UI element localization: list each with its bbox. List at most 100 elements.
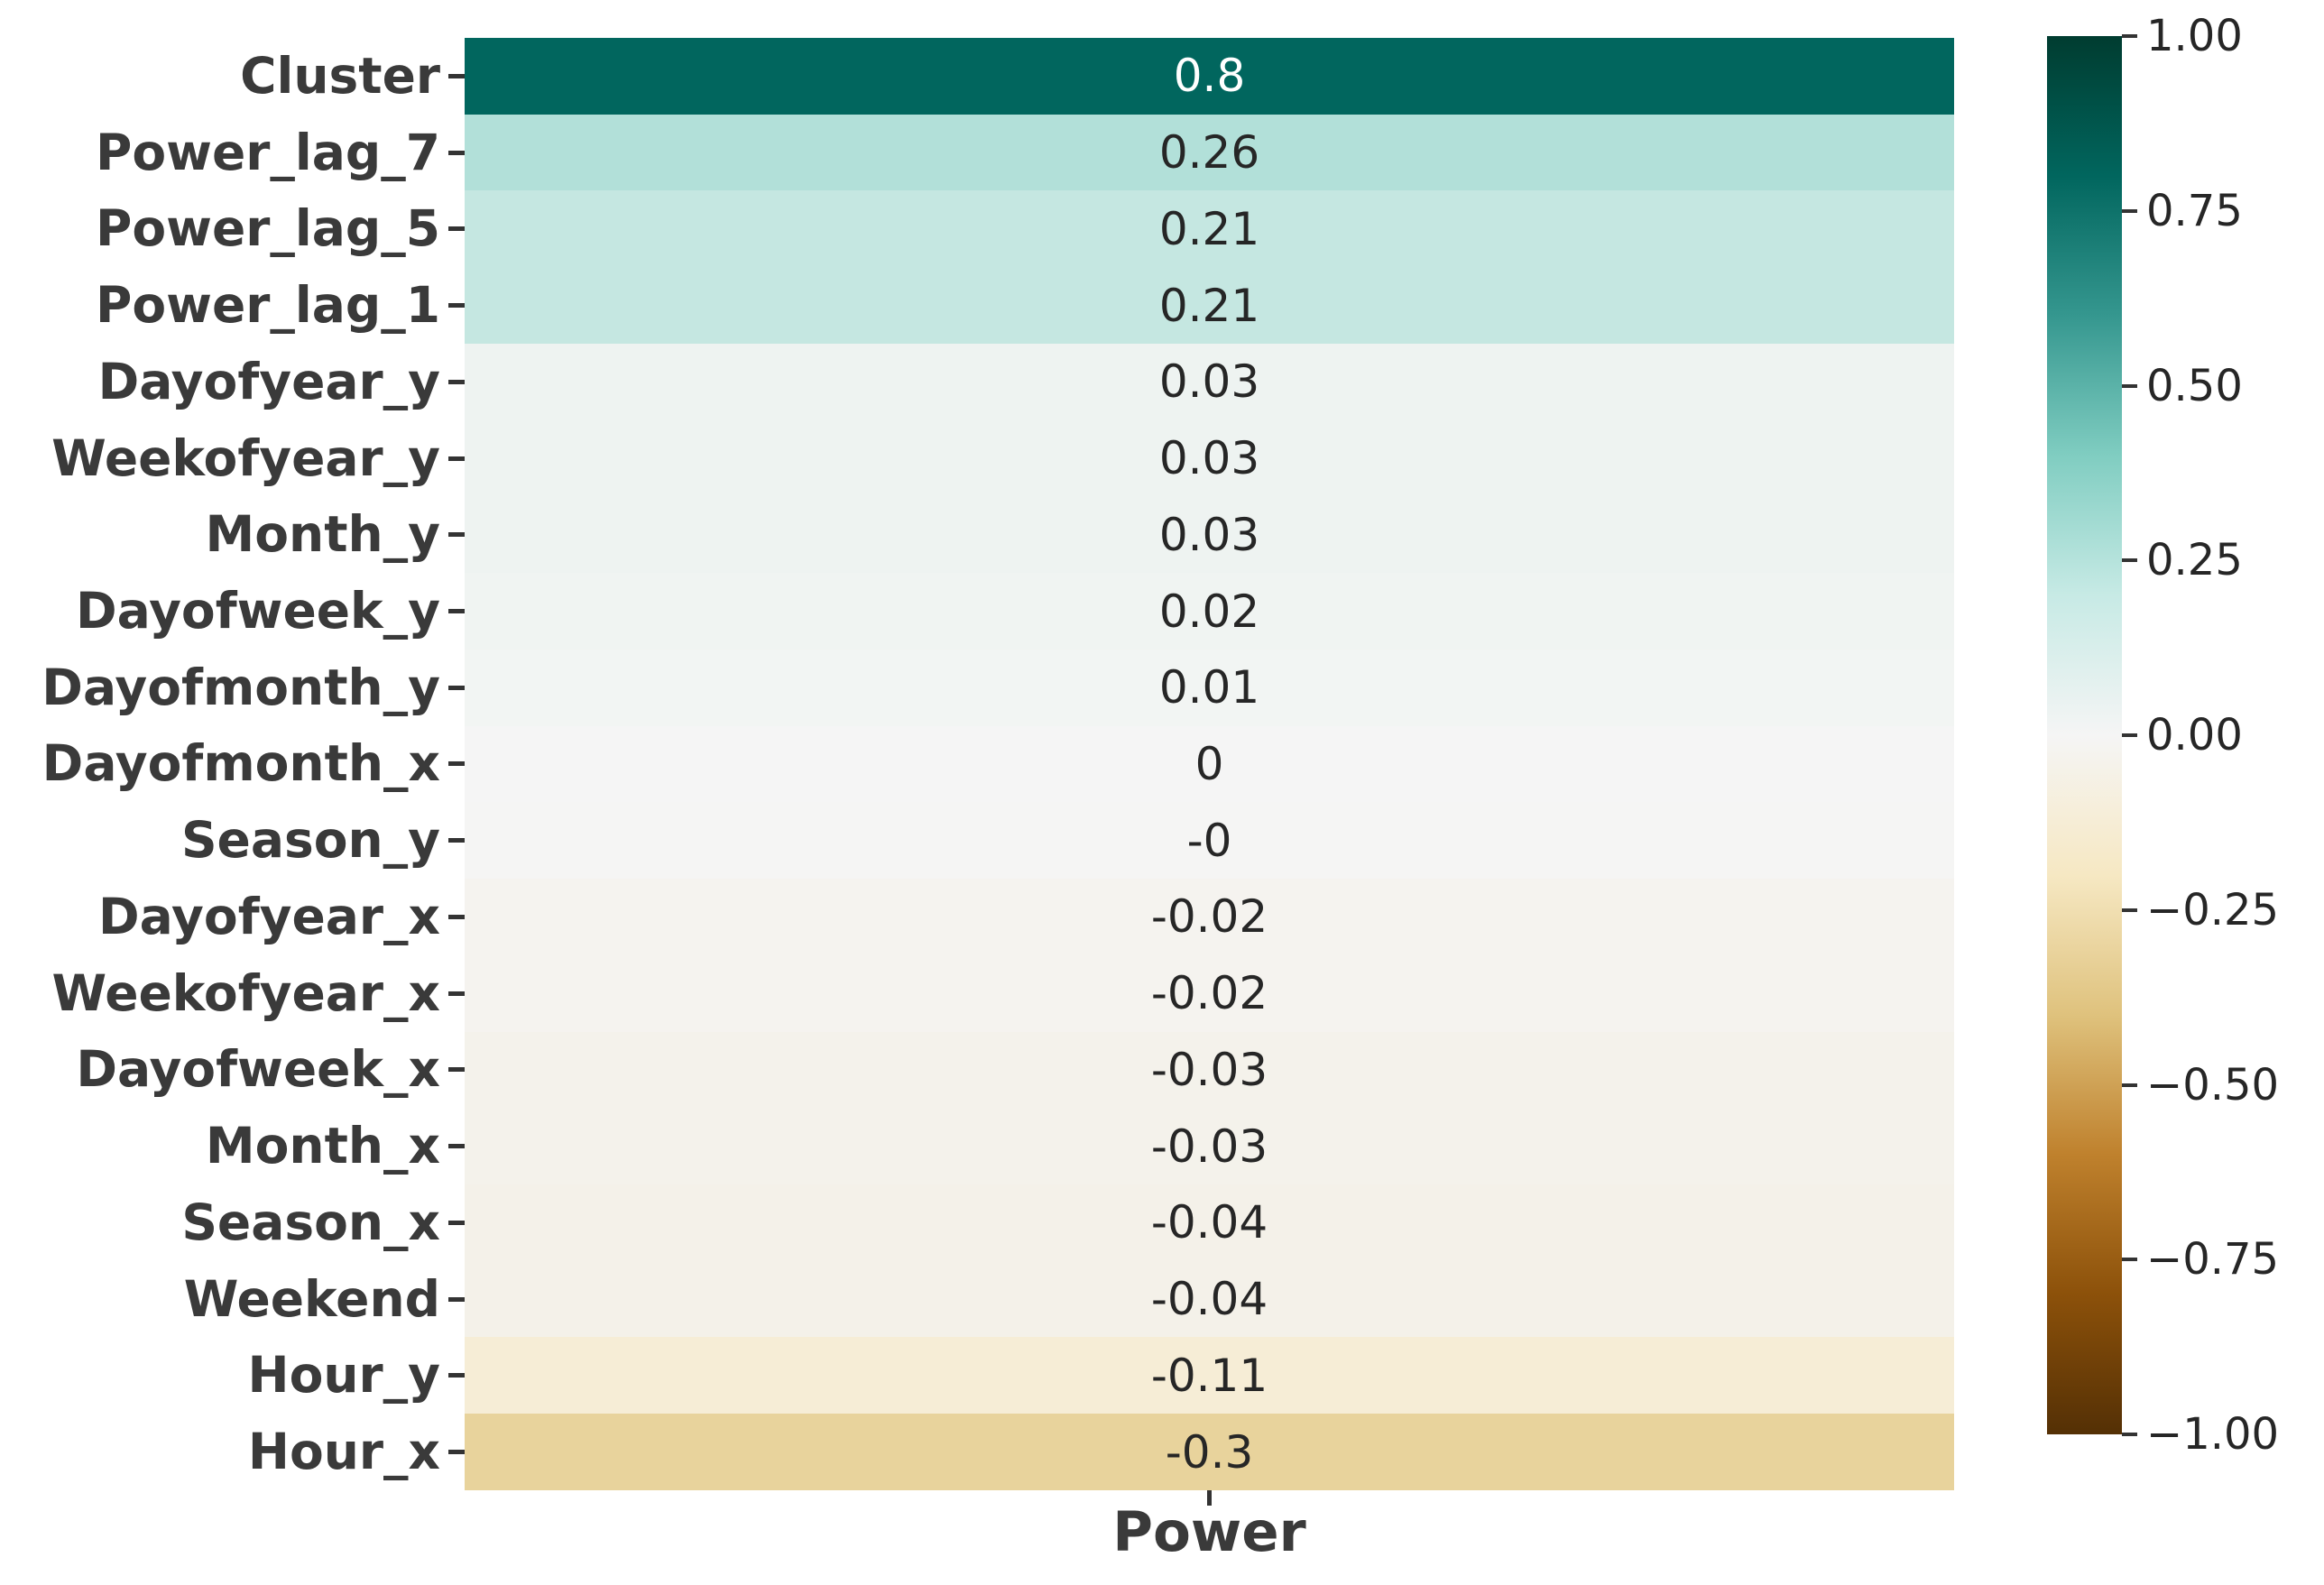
heatmap-cell: 0.01: [465, 649, 1954, 726]
colorbar-gradient: [2047, 36, 2122, 1434]
heatmap-cell: -0.04: [465, 1184, 1954, 1261]
cell-annotation: -0.03: [1150, 1043, 1268, 1096]
y-axis-tick-label: Weekofyear_y: [51, 429, 440, 487]
y-tick-mark: [448, 226, 465, 232]
y-axis-tick-label: Dayofyear_x: [97, 887, 440, 945]
y-tick-row: [448, 1032, 465, 1109]
cell-annotation: 0.01: [1158, 661, 1260, 714]
y-tick-mark: [448, 838, 465, 843]
cell-annotation: -0.11: [1150, 1349, 1268, 1402]
cell-annotation: -0: [1186, 814, 1232, 867]
heatmap-cell: -0: [465, 802, 1954, 880]
x-axis-label-container: Power: [465, 1505, 1954, 1560]
y-label-row: Weekofyear_x: [0, 955, 441, 1032]
y-tick-mark: [448, 1067, 465, 1073]
colorbar-tick: 0.00: [2122, 714, 2243, 757]
y-tick-mark: [448, 991, 465, 996]
y-axis-tick-label: Month_x: [205, 1117, 440, 1175]
y-tick-mark: [448, 1220, 465, 1225]
y-axis-tick-label: Weekofyear_x: [51, 963, 441, 1022]
y-tick-row: [448, 802, 465, 879]
y-axis-tick-label: Dayofyear_y: [97, 352, 440, 410]
y-label-row: Hour_x: [0, 1414, 440, 1490]
y-tick-mark: [448, 1373, 465, 1378]
colorbar-tick: 0.25: [2122, 539, 2243, 582]
y-label-row: Season_x: [0, 1184, 440, 1261]
cell-annotation: -0.04: [1150, 1273, 1268, 1326]
y-axis-tick-label: Dayofmonth_y: [42, 658, 440, 716]
y-tick-mark: [448, 150, 465, 155]
y-label-row: Dayofmonth_x: [0, 726, 440, 803]
y-label-row: Hour_y: [0, 1337, 440, 1414]
y-axis-tick-label: Cluster: [240, 46, 440, 105]
y-tick-mark: [448, 1144, 465, 1149]
colorbar-tick: 1.00: [2122, 14, 2243, 58]
y-axis-ticks: [448, 38, 465, 1490]
y-tick-mark: [448, 685, 465, 690]
heatmap-cell: -0.3: [465, 1414, 1954, 1490]
y-tick-row: [448, 190, 465, 267]
heatmap-cell: -0.02: [465, 879, 1954, 955]
cell-annotation: -0.04: [1150, 1196, 1268, 1249]
y-axis-tick-label: Season_x: [181, 1193, 440, 1251]
colorbar-tick-mark: [2122, 383, 2137, 388]
colorbar-tick-mark: [2122, 558, 2137, 563]
x-axis-label: Power: [1112, 1500, 1306, 1564]
heatmap-cell: 0.8: [465, 38, 1954, 115]
heatmap-cell: 0.02: [465, 573, 1954, 650]
heatmap-cell: -0.03: [465, 1108, 1954, 1185]
y-axis-tick-label: Dayofweek_x: [76, 1040, 440, 1099]
y-tick-row: [448, 1414, 465, 1490]
colorbar-tick-label: 0.50: [2146, 360, 2243, 411]
y-tick-row: [448, 1261, 465, 1338]
y-tick-row: [448, 955, 465, 1032]
cell-annotation: 0.03: [1158, 508, 1260, 561]
y-label-row: Month_x: [0, 1108, 440, 1184]
y-tick-mark: [448, 914, 465, 919]
colorbar-tick-label: −0.25: [2146, 884, 2280, 935]
cell-annotation: 0.02: [1158, 585, 1260, 638]
y-tick-mark: [448, 1296, 465, 1302]
cell-annotation: -0.3: [1165, 1425, 1254, 1479]
y-tick-mark: [448, 761, 465, 767]
y-axis-tick-label: Season_y: [180, 811, 440, 870]
y-axis-tick-label: Hour_x: [247, 1423, 440, 1481]
y-axis-tick-label: Power_lag_5: [96, 199, 440, 258]
colorbar-tick: −0.75: [2122, 1238, 2279, 1281]
y-label-row: Dayofyear_x: [0, 879, 440, 955]
y-label-row: Season_y: [0, 802, 440, 879]
colorbar-tick-label: −0.50: [2146, 1059, 2280, 1110]
cell-annotation: 0.03: [1158, 432, 1260, 485]
y-tick-row: [448, 1337, 465, 1414]
y-label-row: Power_lag_7: [0, 115, 440, 191]
y-tick-mark: [448, 532, 465, 538]
y-axis-tick-label: Power_lag_1: [96, 276, 440, 335]
y-tick-row: [448, 267, 465, 344]
y-tick-row: [448, 420, 465, 497]
heatmap-cell: 0.03: [465, 343, 1954, 420]
colorbar-tick: 0.75: [2122, 189, 2243, 233]
heatmap: 0.8 0.26 0.21 0.21 0.03 0.03 0.03 0.02 0…: [465, 38, 1954, 1490]
colorbar-tick-label: −0.75: [2146, 1234, 2280, 1286]
heatmap-cell: 0.03: [465, 496, 1954, 574]
cell-annotation: 0.26: [1158, 126, 1260, 180]
y-axis-tick-label: Month_y: [205, 505, 440, 564]
y-tick-mark: [448, 73, 465, 78]
y-label-row: Dayofweek_y: [0, 573, 440, 650]
y-label-row: Dayofyear_y: [0, 344, 440, 420]
colorbar-tick: 0.50: [2122, 364, 2243, 408]
y-tick-row: [448, 496, 465, 573]
y-label-row: Weekofyear_y: [0, 420, 440, 497]
y-tick-row: [448, 1108, 465, 1184]
colorbar-tick-mark: [2122, 1258, 2137, 1262]
colorbar-tick-label: 0.25: [2146, 535, 2243, 586]
y-label-row: Month_y: [0, 496, 440, 573]
y-label-row: Power_lag_5: [0, 190, 440, 267]
cell-annotation: 0.8: [1173, 50, 1246, 103]
y-tick-mark: [448, 1450, 465, 1455]
colorbar-tick-mark: [2122, 1433, 2137, 1436]
colorbar-tick-label: 0.75: [2146, 185, 2243, 236]
cell-annotation: 0.03: [1158, 355, 1260, 409]
heatmap-cell: -0.02: [465, 954, 1954, 1032]
